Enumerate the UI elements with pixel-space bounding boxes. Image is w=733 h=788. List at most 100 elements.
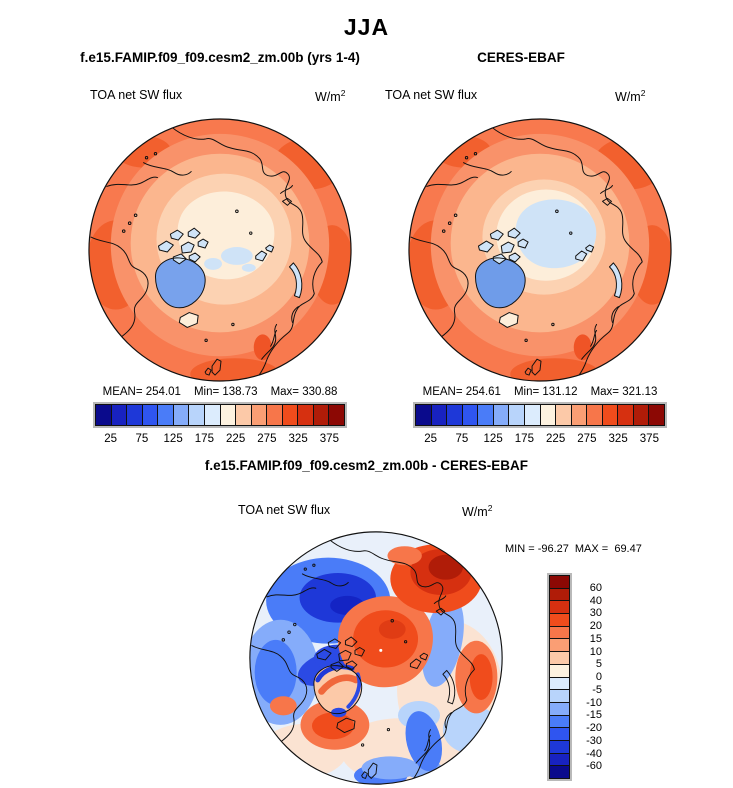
colorbar-segment <box>550 689 569 702</box>
obs-max: Max= 321.13 <box>590 386 658 398</box>
panel-model-header: f.e15.FAMIP.f09_f09.cesm2_zm.00b (yrs 1-… <box>80 50 360 65</box>
model-units-exponent: 2 <box>340 88 346 98</box>
colorbar-segment <box>550 727 569 740</box>
colorbar-boundary-label: 10 <box>589 645 602 658</box>
colorbar-boundary-label: -5 <box>592 683 602 696</box>
colorbar-tick-label: 75 <box>135 433 149 445</box>
model-stats: MEAN= 254.01 Min= 138.73 Max= 330.88 <box>95 386 345 398</box>
colorbar-segment <box>550 739 569 753</box>
colorbar-segment <box>550 651 569 664</box>
colorbar-segment <box>477 405 493 425</box>
diff-panel-header: f.e15.FAMIP.f09_f09.cesm2_zm.00b - CERES… <box>204 458 529 473</box>
colorbar-segment <box>492 405 509 425</box>
colorbar-segment <box>172 405 189 425</box>
colorbar-tick-label: 25 <box>104 433 118 445</box>
colorbar-segment <box>188 405 204 425</box>
colorbar-boundary-label: -20 <box>586 722 602 734</box>
diff-max: MAX = 69.47 <box>574 543 642 555</box>
colorbar-segment <box>266 405 282 425</box>
colorbar-segment <box>461 405 478 425</box>
colorbar-boundary-label: -60 <box>586 760 602 773</box>
colorbar-segment <box>508 405 524 425</box>
colorbar-segment <box>430 405 447 425</box>
colorbar-segment <box>632 405 649 425</box>
colorbar-boundary-label: -10 <box>586 696 602 709</box>
colorbar-tick-label: 75 <box>455 433 469 445</box>
colorbar-segment <box>328 405 344 425</box>
colorbar-boundary-label: 60 <box>589 581 602 594</box>
obs-units-base: W/m <box>615 90 641 105</box>
diff-field-label: TOA net SW flux <box>238 503 331 517</box>
model-units-label: W/m2 <box>315 88 345 104</box>
colorbar-tick-label: 325 <box>288 433 308 445</box>
model-mean: MEAN= 254.01 <box>102 386 181 398</box>
colorbar-segment <box>281 405 298 425</box>
colorbar-boundary-label: 0 <box>595 671 602 683</box>
colorbar-segment <box>96 405 111 425</box>
diff-min: MIN = -96.27 <box>505 543 569 555</box>
colorbar-segment <box>648 405 664 425</box>
diff-colorbar: 60 40 30 20 15 10 5 0 -5 -10 -15 -20 -30 -40 -60 <box>549 575 602 779</box>
colorbar-segment <box>250 405 267 425</box>
diff-colorbar-segments <box>549 575 570 779</box>
colorbar-segment <box>550 752 569 766</box>
colorbar-tick-label: 175 <box>194 433 214 445</box>
colorbar-segment <box>550 625 569 639</box>
colorbar-tick-label: 275 <box>257 433 277 445</box>
colorbar-segment <box>550 576 569 588</box>
colorbar-boundary-label: 30 <box>589 607 602 620</box>
obs-units-exponent: 2 <box>640 88 646 98</box>
colorbar-segment <box>555 405 571 425</box>
colorbar-segment <box>550 663 569 677</box>
colorbar-segment <box>312 405 329 425</box>
model-field-label: TOA net SW flux <box>90 88 183 102</box>
diff-minmax: MIN = -96.27 MAX = 69.47 <box>505 543 642 555</box>
model-colorbar-ticks: 25 75 125 175 225 275 325 375 <box>95 433 345 447</box>
colorbar-boundary-label: -15 <box>586 709 602 722</box>
obs-colorbar-ticks: 25 75 125 175 225 275 325 375 <box>415 433 665 447</box>
colorbar-tick-label: 25 <box>424 433 438 445</box>
colorbar-segment <box>297 405 313 425</box>
colorbar-boundary-label: 5 <box>595 658 602 671</box>
colorbar-segment <box>203 405 220 425</box>
colorbar-segment <box>550 676 569 690</box>
colorbar-segment <box>570 405 587 425</box>
obs-map <box>408 118 672 382</box>
colorbar-segment <box>141 405 158 425</box>
model-max: Max= 330.88 <box>270 386 338 398</box>
obs-stats: MEAN= 254.61 Min= 131.12 Max= 321.13 <box>415 386 665 398</box>
colorbar-tick-label: 325 <box>608 433 628 445</box>
model-colorbar: 25 75 125 175 225 275 325 375 <box>95 404 345 447</box>
obs-colorbar-segments <box>415 404 665 426</box>
diff-units-base: W/m <box>462 505 488 520</box>
model-map <box>88 118 352 382</box>
colorbar-segment <box>550 765 569 778</box>
diff-units-exponent: 2 <box>487 503 493 513</box>
colorbar-boundary-label: 20 <box>589 620 602 632</box>
model-min: Min= 138.73 <box>193 386 258 398</box>
colorbar-segment <box>550 613 569 626</box>
colorbar-tick-label: 375 <box>319 433 339 445</box>
colorbar-segment <box>523 405 540 425</box>
model-colorbar-segments <box>95 404 345 426</box>
colorbar-segment <box>539 405 556 425</box>
panel-obs-header: CERES-EBAF <box>477 50 565 65</box>
colorbar-boundary-label: 15 <box>589 632 602 645</box>
colorbar-tick-label: 175 <box>514 433 534 445</box>
colorbar-segment <box>601 405 618 425</box>
colorbar-segment <box>235 405 251 425</box>
colorbar-segment <box>446 405 462 425</box>
colorbar-tick-label: 275 <box>577 433 597 445</box>
colorbar-segment <box>550 638 569 652</box>
colorbar-tick-label: 125 <box>163 433 183 445</box>
colorbar-boundary-label: -30 <box>586 734 602 747</box>
colorbar-segment <box>550 587 569 601</box>
figure-title: JJA <box>343 14 390 40</box>
diff-colorbar-labels: 60 40 30 20 15 10 5 0 -5 -10 -15 -20 -30 -40 -60 <box>549 575 609 779</box>
diff-map <box>249 531 503 785</box>
colorbar-tick-label: 125 <box>483 433 503 445</box>
colorbar-segment <box>126 405 142 425</box>
diff-units-label: W/m2 <box>462 503 492 519</box>
colorbar-segment <box>157 405 173 425</box>
